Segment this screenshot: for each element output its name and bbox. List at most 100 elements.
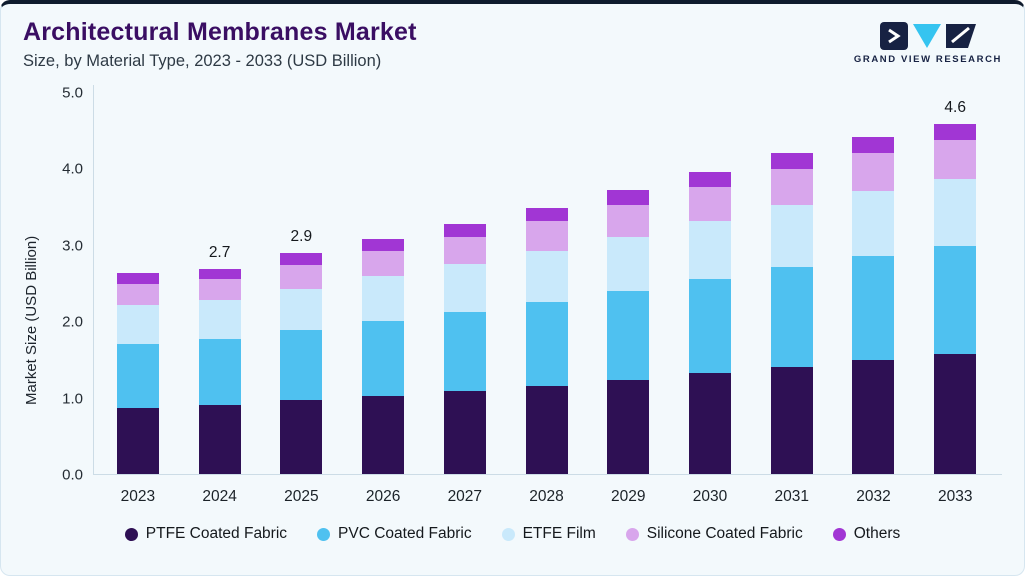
- bar-segment-others: [934, 123, 977, 141]
- bar-segment-others: [770, 152, 813, 169]
- bar-column-2026: 2026: [342, 85, 424, 513]
- bar-segment-ptfe-coated-fabric: [852, 359, 895, 475]
- legend-label: ETFE Film: [522, 525, 596, 542]
- legend-dot: [124, 527, 138, 541]
- x-axis-label: 2025: [284, 488, 319, 505]
- stacked-bar: [198, 268, 241, 475]
- gvr-logo-text: GRAND VIEW RESEARCH: [853, 54, 1002, 65]
- bar-segment-others: [852, 136, 895, 154]
- bar-segment-ptfe-coated-fabric: [198, 404, 241, 475]
- y-axis-tick-label: 2.0: [62, 313, 83, 331]
- bar-segment-pvc-coated-fabric: [362, 320, 405, 396]
- bar-segment-ptfe-coated-fabric: [607, 379, 650, 475]
- bar-segment-ptfe-coated-fabric: [525, 385, 568, 475]
- bar-segment-pvc-coated-fabric: [934, 245, 977, 355]
- bar-segment-etfe-film: [607, 236, 650, 291]
- y-axis-tick-label: 4.0: [62, 160, 83, 178]
- bar-column-2030: 2030: [669, 85, 751, 513]
- stacked-bar: [362, 238, 405, 475]
- bar-segment-silicone-coated-fabric: [116, 284, 159, 306]
- stacked-bar: [607, 190, 650, 475]
- bar-segment-ptfe-coated-fabric: [934, 354, 977, 475]
- bar-segment-silicone-coated-fabric: [362, 251, 405, 277]
- bar-segment-ptfe-coated-fabric: [280, 400, 323, 475]
- bar-column-2032: 2032: [833, 85, 915, 513]
- bar-segment-etfe-film: [198, 300, 241, 340]
- legend-label: Silicone Coated Fabric: [646, 525, 803, 542]
- y-axis-tick-label: 3.0: [62, 237, 83, 255]
- y-axis-ticks: 0.0 1.0 2.0 3.0 4.0 5.0: [47, 85, 93, 513]
- bar-segment-silicone-coated-fabric: [198, 278, 241, 301]
- bar-column-2023: 2023: [97, 85, 179, 513]
- y-axis-title: Market Size (USD Billion): [23, 235, 40, 405]
- header: Architectural Membranes Market Size, by …: [23, 18, 1002, 71]
- bar-segment-silicone-coated-fabric: [280, 264, 323, 289]
- bar-segment-etfe-film: [689, 221, 731, 280]
- stacked-bar: [852, 136, 895, 475]
- x-axis-label: 2029: [611, 488, 646, 505]
- bar-column-2028: 2028: [506, 85, 588, 513]
- bar-value-label: 2.7: [208, 243, 231, 261]
- bar-segment-pvc-coated-fabric: [116, 343, 159, 408]
- bar-segment-etfe-film: [770, 205, 813, 268]
- bar-segment-pvc-coated-fabric: [280, 329, 323, 401]
- bar-segment-etfe-film: [525, 251, 568, 302]
- stacked-bar: [689, 171, 731, 475]
- bar-segment-pvc-coated-fabric: [689, 279, 731, 374]
- bar-segment-etfe-film: [362, 276, 405, 321]
- bar-value-label: 2.9: [290, 228, 313, 246]
- bar-segment-others: [607, 190, 650, 205]
- legend-item-ptfe-coated-fabric: PTFE Coated Fabric: [124, 525, 288, 543]
- header-titles: Architectural Membranes Market Size, by …: [23, 18, 417, 71]
- bars-row: 2023 2.7 2024 2.9 2025 2026 2027 2028 2029 2030 20…: [97, 85, 996, 513]
- x-axis-label: 2026: [365, 488, 401, 505]
- bar-segment-ptfe-coated-fabric: [443, 390, 486, 475]
- bar-segment-ptfe-coated-fabric: [362, 395, 405, 475]
- legend-item-others: Others: [832, 525, 901, 543]
- stacked-bar: [443, 223, 486, 475]
- stacked-bar: [280, 253, 323, 475]
- bar-column-2027: 2027: [424, 85, 506, 513]
- bar-segment-others: [116, 273, 159, 285]
- legend-label: PVC Coated Fabric: [338, 525, 472, 542]
- legend-dot: [501, 527, 515, 541]
- y-axis-line: [93, 85, 94, 475]
- x-axis-line: [93, 474, 1002, 475]
- bar-segment-silicone-coated-fabric: [934, 140, 977, 179]
- stacked-bar: [770, 152, 813, 475]
- bar-segment-others: [525, 207, 568, 222]
- bar-segment-silicone-coated-fabric: [852, 153, 895, 191]
- stacked-bar: [116, 273, 159, 475]
- bar-segment-others: [198, 268, 241, 279]
- legend-item-silicone-coated-fabric: Silicone Coated Fabric: [625, 525, 803, 543]
- bar-segment-pvc-coated-fabric: [198, 339, 241, 405]
- bar-segment-others: [362, 238, 405, 252]
- page-subtitle: Size, by Material Type, 2023 - 2033 (USD…: [23, 52, 382, 70]
- grand-view-research-logo: GRAND VIEW RESEARCH: [854, 22, 1002, 65]
- stacked-bar: [934, 123, 977, 475]
- stacked-bar: [525, 207, 568, 475]
- chart-legend: PTFE Coated Fabric PVC Coated Fabric ETFE …: [23, 525, 1002, 543]
- legend-dot: [625, 527, 639, 541]
- x-axis-label: 2024: [202, 488, 237, 505]
- bar-segment-pvc-coated-fabric: [525, 301, 568, 386]
- bar-segment-etfe-film: [934, 178, 977, 246]
- plot-region: 2023 2.7 2024 2.9 2025 2026 2027 2028 2029 2030 20…: [93, 85, 1002, 513]
- bar-column-2029: 2029: [587, 85, 669, 513]
- bar-segment-silicone-coated-fabric: [443, 236, 486, 265]
- legend-label: PTFE Coated Fabric: [145, 525, 288, 542]
- bar-value-label: 4.6: [944, 98, 966, 116]
- bar-column-2031: 2031: [751, 85, 833, 513]
- bar-column-2025: 2.9 2025: [260, 85, 342, 513]
- legend-item-pvc-coated-fabric: PVC Coated Fabric: [317, 525, 472, 543]
- bar-segment-others: [280, 253, 323, 265]
- bar-segment-silicone-coated-fabric: [689, 187, 731, 222]
- x-axis-label: 2023: [120, 488, 156, 505]
- x-axis-label: 2032: [856, 488, 891, 505]
- legend-item-etfe-film: ETFE Film: [501, 525, 596, 543]
- x-axis-label: 2027: [447, 488, 483, 505]
- legend-label: Others: [853, 525, 901, 542]
- bar-segment-silicone-coated-fabric: [607, 204, 650, 237]
- bar-segment-ptfe-coated-fabric: [116, 407, 159, 475]
